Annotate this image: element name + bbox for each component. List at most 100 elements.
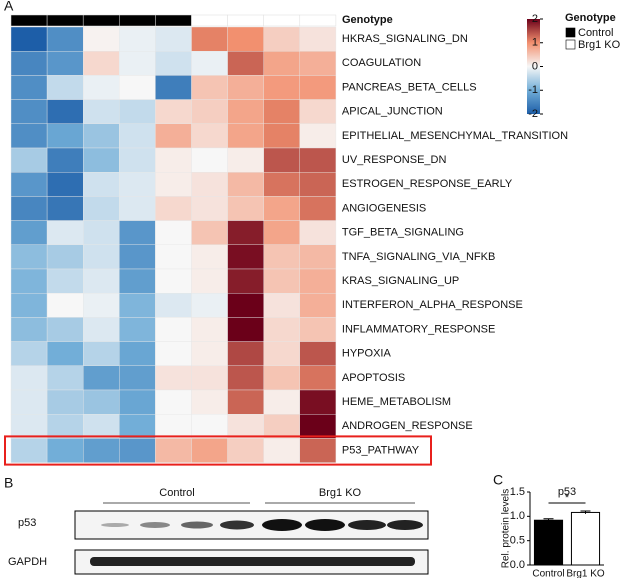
heatmap-cell [46,317,84,342]
heatmap-cell [299,414,337,439]
heatmap-cell [46,365,84,391]
heatmap-cell [227,51,264,76]
heatmap-cell [155,51,192,76]
heatmap-cell [82,123,120,149]
heatmap-cell [227,438,264,463]
heatmap-cell [299,51,337,76]
heatmap-cell [155,414,192,439]
heatmap-cell [227,389,264,415]
row-label: HKRAS_SIGNALING_DN [342,33,468,45]
heatmap-cell [46,244,84,270]
heatmap-cell [119,268,156,294]
x-tick-label: Control [532,569,564,578]
legend-label: Brg1 KO [578,39,621,51]
heatmap-cell [46,171,84,197]
heatmap-cell [119,365,156,391]
heatmap-cell [191,220,228,246]
chart-title: p53 [558,486,576,498]
heatmap-cell [191,26,228,52]
heatmap-cell [227,220,264,246]
heatmap-cell [191,389,228,415]
heatmap-cell [10,220,48,246]
heatmap-cell [191,75,228,100]
heatmap-cell [299,341,337,367]
heatmap-cell [155,244,192,270]
heatmap-cell [82,220,120,246]
group-label: Control [159,487,194,499]
heatmap-cell [227,171,264,197]
y-axis-label: Rel. protein levels [501,489,512,568]
heatmap-cell [46,341,84,367]
heatmap-cell [10,317,48,342]
heatmap-cell [155,123,192,149]
heatmap-cell [263,99,301,124]
heatmap-cell [82,244,120,270]
heatmap-cell [119,389,156,415]
heatmap-cell [46,123,84,149]
heatmap-cell [263,293,301,318]
legend-swatch [565,39,576,50]
heatmap-cell [191,244,228,270]
heatmap-cell [10,268,48,294]
heatmap-cell [299,196,337,221]
heatmap-cell [299,244,337,270]
heatmap-cell [155,341,192,367]
heatmap-cell [191,123,228,149]
heatmap-cell [227,341,264,367]
legend-swatch [565,27,576,38]
y-tick-label: 0.5 [510,535,525,547]
heatmap-cell [10,75,48,100]
heatmap-cell [82,171,120,197]
heatmap-cell [10,341,48,367]
heatmap-cell [191,365,228,391]
heatmap-cell [155,196,192,221]
row-label: TGF_BETA_SIGNALING [342,227,464,239]
heatmap-cell [10,123,48,149]
heatmap-cell [82,196,120,221]
genotype-cell [46,14,84,27]
heatmap-cell [119,123,156,149]
heatmap-cell [299,268,337,294]
heatmap-cell [119,99,156,124]
heatmap-cell [10,147,48,173]
row-label: INFLAMMATORY_RESPONSE [342,323,495,335]
heatmap-cell [46,99,84,124]
heatmap-cell [82,268,120,294]
heatmap-cell [46,75,84,100]
heatmap-cell [82,293,120,318]
error-bar [543,518,554,522]
heatmap-cell [155,365,192,391]
genotype-cell [299,14,337,27]
colorbar-tick-label: 2 [532,13,538,25]
heatmap-cell [119,220,156,246]
blot-label: p53 [18,517,36,529]
highlight-box [4,435,432,466]
row-label: APOPTOSIS [342,372,405,384]
heatmap-cell [227,244,264,270]
significance-label: * [565,492,570,504]
heatmap-cell [227,365,264,391]
heatmap-cell [46,293,84,318]
heatmap-cell [299,171,337,197]
heatmap-cell [10,365,48,391]
row-label: TNFA_SIGNALING_VIA_NFKB [342,251,495,263]
heatmap-cell [263,414,301,439]
heatmap-cell [82,389,120,415]
heatmap-cell [191,341,228,367]
heatmap-cell [263,244,301,270]
heatmap-cell [191,99,228,124]
heatmap-cell [46,389,84,415]
heatmap-cell [82,75,120,100]
row-label: ANDROGEN_RESPONSE [342,420,473,432]
heatmap-cell [227,123,264,149]
heatmap-cell [191,268,228,294]
heatmap-cell [263,147,301,173]
blot-gapdh [74,549,429,575]
heatmap-cell [263,196,301,221]
heatmap-cell [119,171,156,197]
heatmap-cell [227,414,264,439]
y-tick-label: 0.0 [510,559,525,571]
blot-p53 [74,510,429,540]
heatmap-cell [82,438,120,463]
